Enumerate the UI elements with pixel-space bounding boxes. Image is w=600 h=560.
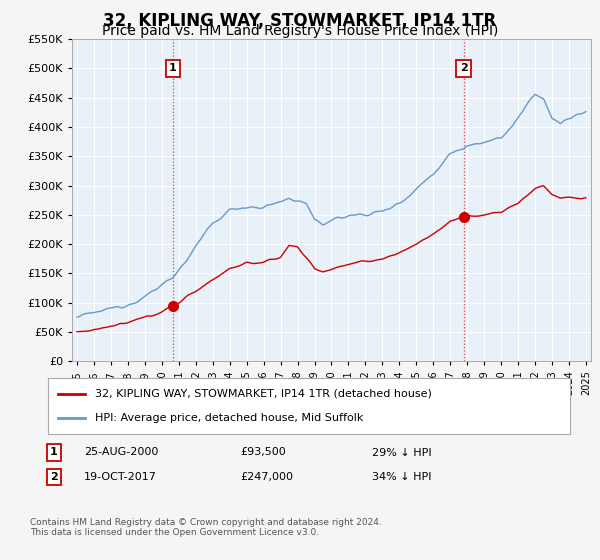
Text: 2: 2 bbox=[50, 472, 58, 482]
Text: Contains HM Land Registry data © Crown copyright and database right 2024.
This d: Contains HM Land Registry data © Crown c… bbox=[30, 518, 382, 538]
Text: £93,500: £93,500 bbox=[240, 447, 286, 458]
Text: 1: 1 bbox=[50, 447, 58, 458]
Text: 32, KIPLING WAY, STOWMARKET, IP14 1TR: 32, KIPLING WAY, STOWMARKET, IP14 1TR bbox=[103, 12, 497, 30]
Text: 1: 1 bbox=[169, 63, 177, 73]
Text: £247,000: £247,000 bbox=[240, 472, 293, 482]
Text: 34% ↓ HPI: 34% ↓ HPI bbox=[372, 472, 431, 482]
Text: 25-AUG-2000: 25-AUG-2000 bbox=[84, 447, 158, 458]
Text: HPI: Average price, detached house, Mid Suffolk: HPI: Average price, detached house, Mid … bbox=[95, 413, 364, 423]
Text: 29% ↓ HPI: 29% ↓ HPI bbox=[372, 447, 431, 458]
Text: 2: 2 bbox=[460, 63, 467, 73]
Text: 19-OCT-2017: 19-OCT-2017 bbox=[84, 472, 157, 482]
Text: 32, KIPLING WAY, STOWMARKET, IP14 1TR (detached house): 32, KIPLING WAY, STOWMARKET, IP14 1TR (d… bbox=[95, 389, 432, 399]
Text: Price paid vs. HM Land Registry's House Price Index (HPI): Price paid vs. HM Land Registry's House … bbox=[102, 24, 498, 38]
